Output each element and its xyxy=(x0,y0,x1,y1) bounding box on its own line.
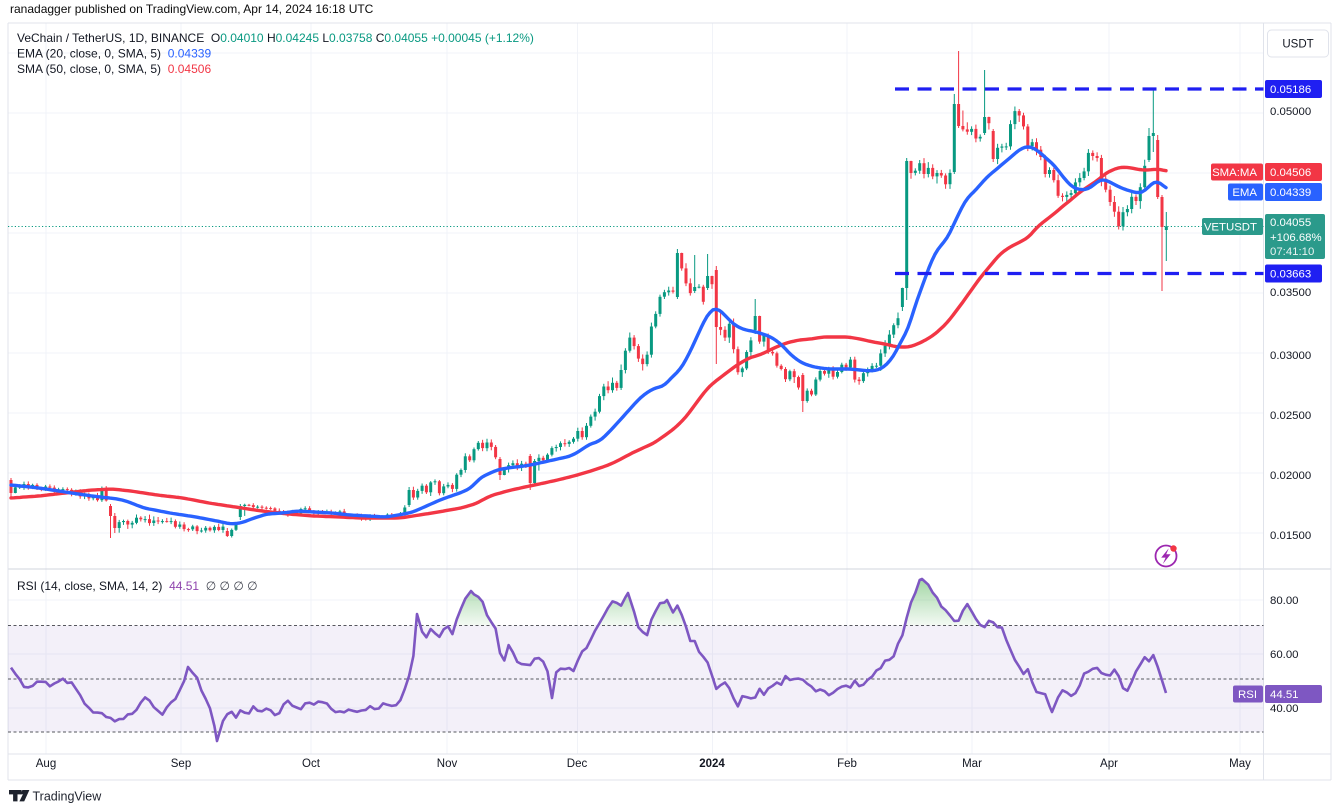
svg-text:USDT: USDT xyxy=(1282,39,1313,51)
svg-text:Feb: Feb xyxy=(837,758,857,770)
svg-text:0.03663: 0.03663 xyxy=(1270,269,1311,281)
svg-text:2024: 2024 xyxy=(699,758,725,770)
svg-text:+106.68%: +106.68% xyxy=(1270,232,1322,244)
svg-text:Sep: Sep xyxy=(171,758,191,770)
svg-text:TradingView: TradingView xyxy=(33,790,103,804)
svg-text:0.03000: 0.03000 xyxy=(1270,350,1311,362)
svg-text:0.04055: 0.04055 xyxy=(1270,217,1311,229)
svg-text:Dec: Dec xyxy=(567,758,588,770)
svg-text:Nov: Nov xyxy=(437,758,458,770)
svg-text:SMA:MA: SMA:MA xyxy=(1212,167,1257,179)
svg-text:0.01500: 0.01500 xyxy=(1270,530,1311,542)
svg-text:SMA (50, close, 0, SMA, 5) 0.: SMA (50, close, 0, SMA, 5) 0.04506 xyxy=(17,62,211,76)
svg-text:0.05000: 0.05000 xyxy=(1270,106,1311,118)
svg-text:0.04339: 0.04339 xyxy=(1270,187,1311,199)
svg-text:Aug: Aug xyxy=(36,758,56,770)
svg-text:0.05186: 0.05186 xyxy=(1270,84,1311,96)
svg-text:RSI (14, close, SMA, 14, 2) 4: RSI (14, close, SMA, 14, 2) 44.51 ∅ ∅ ∅ … xyxy=(17,579,258,593)
svg-text:RSI: RSI xyxy=(1238,689,1257,701)
svg-text:07:41:10: 07:41:10 xyxy=(1270,246,1314,258)
svg-text:Apr: Apr xyxy=(1100,758,1118,770)
svg-text:0.02000: 0.02000 xyxy=(1270,470,1311,482)
svg-text:0.03500: 0.03500 xyxy=(1270,287,1311,299)
svg-text:0.04506: 0.04506 xyxy=(1270,167,1311,179)
svg-text:60.00: 60.00 xyxy=(1270,649,1299,661)
svg-text:0.02500: 0.02500 xyxy=(1270,410,1311,422)
svg-text:80.00: 80.00 xyxy=(1270,595,1299,607)
svg-text:EMA: EMA xyxy=(1232,187,1257,199)
svg-text:Oct: Oct xyxy=(302,758,321,770)
svg-text:40.00: 40.00 xyxy=(1270,703,1299,715)
svg-text:VETUSDT: VETUSDT xyxy=(1204,222,1257,234)
svg-text:44.51: 44.51 xyxy=(1270,689,1299,701)
svg-text:ranadagger published on Tradin: ranadagger published on TradingView.com,… xyxy=(10,2,374,16)
svg-text:May: May xyxy=(1229,758,1251,770)
svg-text:VeChain / TetherUS, 1D, BINANC: VeChain / TetherUS, 1D, BINANCE O0.04010… xyxy=(17,31,534,45)
svg-text:EMA (20, close, 0, SMA, 5) 0.: EMA (20, close, 0, SMA, 5) 0.04339 xyxy=(17,47,211,61)
svg-text:Mar: Mar xyxy=(962,758,982,770)
